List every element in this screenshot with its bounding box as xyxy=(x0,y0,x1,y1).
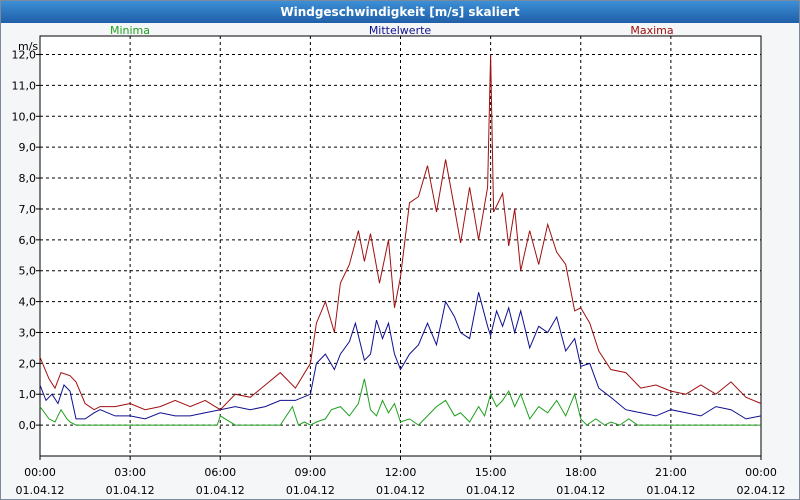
y-tick-label: 5,0 xyxy=(19,265,37,278)
mittelwerte-line xyxy=(39,292,762,420)
y-tick-label: 12,0 xyxy=(12,49,37,62)
x-tick-date: 01.04.12 xyxy=(16,484,65,497)
window-title: Windgeschwindigkeit [m/s] skaliert xyxy=(1,1,799,23)
y-axis-ticks: 12,0 11,0 10,0 9,0 8,0 7,0 6,0 5,0 4,0 3,0 2,0 1,0 0… xyxy=(12,49,40,432)
legend-minima: Minima xyxy=(110,24,150,37)
y-axis-label: m/s xyxy=(18,40,38,53)
x-tick-date: 01.04.12 xyxy=(286,484,335,497)
y-tick-label: 3,0 xyxy=(19,326,37,339)
x-tick-time: 09:00 xyxy=(295,466,327,479)
legend-maxima: Maxima xyxy=(630,24,673,37)
grid-lines xyxy=(40,36,761,456)
x-tick-time: 18:00 xyxy=(565,466,597,479)
legend-mittelwerte: Mittelwerte xyxy=(369,24,432,37)
y-tick-label: 8,0 xyxy=(19,172,37,185)
maxima-line xyxy=(39,54,762,411)
series-lines xyxy=(39,54,762,426)
y-tick-label: 4,0 xyxy=(19,296,37,309)
y-tick-label: 1,0 xyxy=(19,388,37,401)
y-tick-label: 7,0 xyxy=(19,203,37,216)
x-tick-time: 03:00 xyxy=(114,466,146,479)
x-tick-date: 01.04.12 xyxy=(556,484,605,497)
x-tick-date: 01.04.12 xyxy=(646,484,695,497)
x-tick-time: 00:00 xyxy=(745,466,777,479)
x-tick-time: 06:00 xyxy=(204,466,236,479)
y-tick-label: 10,0 xyxy=(12,110,37,123)
minima-line xyxy=(39,378,761,426)
y-tick-label: 9,0 xyxy=(19,141,37,154)
x-tick-date: 01.04.12 xyxy=(376,484,425,497)
y-tick-label: 2,0 xyxy=(19,357,37,370)
y-tick-label: 6,0 xyxy=(19,234,37,247)
x-tick-date: 01.04.12 xyxy=(466,484,515,497)
x-tick-time: 21:00 xyxy=(655,466,687,479)
x-tick-time: 00:00 xyxy=(24,466,56,479)
x-tick-date: 01.04.12 xyxy=(196,484,245,497)
y-tick-label: 0,0 xyxy=(19,419,37,432)
x-tick-time: 15:00 xyxy=(475,466,507,479)
x-axis-ticks: 00:00 01.04.12 03:00 01.04.12 06:00 01.04.12 0… xyxy=(16,456,786,497)
x-tick-date: 01.04.12 xyxy=(106,484,155,497)
x-tick-time: 12:00 xyxy=(385,466,417,479)
x-tick-date: 02.04.12 xyxy=(737,484,786,497)
y-tick-label: 11,0 xyxy=(12,79,37,92)
